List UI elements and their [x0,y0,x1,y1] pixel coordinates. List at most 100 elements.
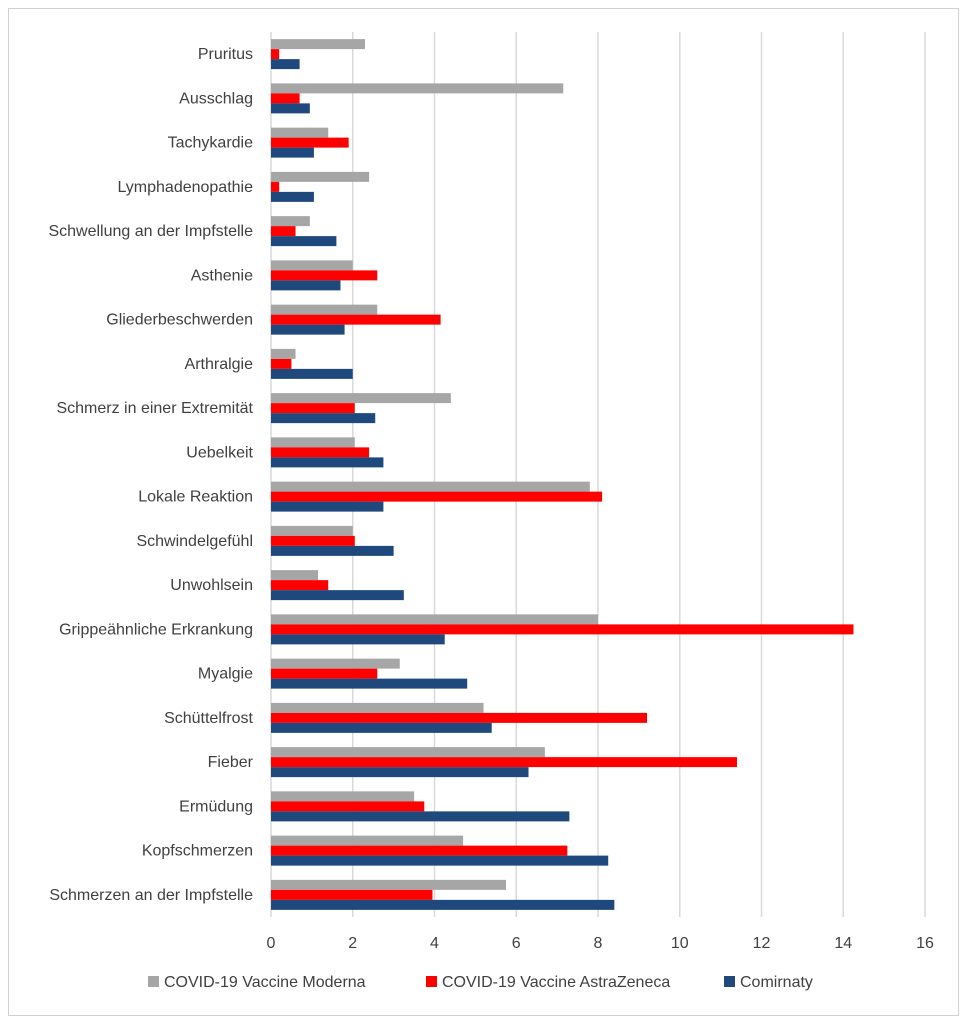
bar-comirnaty-5 [271,280,341,291]
bar-comirnaty-9 [271,457,384,468]
bar-covid-19-vaccine-moderna-14 [271,658,400,669]
bar-covid-19-vaccine-moderna-3 [271,171,370,182]
bar-comirnaty-6 [271,324,345,335]
bar-covid-19-vaccine-moderna-9 [271,437,355,448]
category-label: Fieber [208,754,254,771]
bar-covid-19-vaccine-astrazeneca-11 [271,535,355,546]
bar-covid-19-vaccine-astrazeneca-19 [271,889,433,900]
category-label: Schmerzen an der Impfstelle [49,887,253,904]
bar-covid-19-vaccine-moderna-12 [271,570,319,581]
category-label: Schmerz in einer Extremität [56,400,253,417]
x-tick-label: 0 [267,935,276,952]
category-label: Ermüdung [179,798,253,815]
category-label: Schwindelgefühl [136,533,253,550]
bar-covid-19-vaccine-moderna-13 [271,614,598,625]
category-label: Grippeähnliche Erkrankung [59,621,253,638]
legend: COVID-19 Vaccine Moderna COVID-19 Vaccine… [148,974,813,991]
bar-comirnaty-8 [271,413,376,424]
category-label: Unwohlsein [170,577,253,594]
x-tick-label: 4 [430,935,439,952]
bars [271,39,854,910]
bar-covid-19-vaccine-moderna-1 [271,83,564,94]
legend-label: Comirnaty [740,974,813,991]
bar-covid-19-vaccine-astrazeneca-17 [271,801,425,812]
bar-covid-19-vaccine-moderna-16 [271,747,545,758]
bar-covid-19-vaccine-astrazeneca-5 [271,270,378,281]
bar-covid-19-vaccine-moderna-5 [271,260,353,271]
bar-covid-19-vaccine-moderna-6 [271,304,378,315]
bar-comirnaty-10 [271,501,384,512]
bar-comirnaty-16 [271,767,529,778]
category-label: Lokale Reaktion [138,489,253,506]
bar-covid-19-vaccine-astrazeneca-4 [271,226,296,237]
bar-covid-19-vaccine-moderna-15 [271,702,484,713]
bar-covid-19-vaccine-astrazeneca-14 [271,668,378,679]
bar-covid-19-vaccine-moderna-18 [271,835,464,846]
x-tick-label: 16 [916,935,934,952]
bar-covid-19-vaccine-astrazeneca-3 [271,181,280,192]
x-tick-label: 12 [753,935,771,952]
legend-label: COVID-19 Vaccine AstraZeneca [442,974,670,991]
category-label: Schwellung an der Impfstelle [48,223,253,240]
bar-covid-19-vaccine-astrazeneca-2 [271,137,349,148]
bar-covid-19-vaccine-moderna-4 [271,216,310,227]
bar-comirnaty-2 [271,147,314,158]
category-label: Asthenie [191,267,253,284]
category-label: Kopfschmerzen [142,843,253,860]
bar-comirnaty-15 [271,722,492,733]
x-tick-label: 10 [671,935,689,952]
x-tick-labels: 0 2 4 6 8 10 12 14 16 [267,935,934,952]
bar-covid-19-vaccine-astrazeneca-8 [271,403,355,414]
x-tick-label: 8 [594,935,603,952]
category-label: Arthralgie [185,356,254,373]
category-label: Lymphadenopathie [117,179,253,196]
bar-comirnaty-7 [271,368,353,379]
bar-covid-19-vaccine-moderna-10 [271,481,590,492]
category-label: Tachykardie [168,135,253,152]
legend-label: COVID-19 Vaccine Moderna [164,974,366,991]
category-label: Myalgie [198,666,253,683]
bar-covid-19-vaccine-astrazeneca-18 [271,845,568,856]
bar-covid-19-vaccine-moderna-19 [271,879,507,890]
bar-covid-19-vaccine-moderna-0 [271,39,366,50]
category-label: Pruritus [198,46,253,63]
bar-comirnaty-12 [271,590,404,601]
bar-covid-19-vaccine-astrazeneca-9 [271,447,370,458]
bar-covid-19-vaccine-astrazeneca-0 [271,49,280,60]
x-tick-label: 6 [512,935,521,952]
bar-comirnaty-14 [271,678,468,689]
category-label: Ausschlag [179,90,253,107]
gridlines [270,32,926,917]
category-label: Schüttelfrost [164,710,253,727]
bar-comirnaty-11 [271,545,394,556]
bar-covid-19-vaccine-astrazeneca-16 [271,757,737,768]
bar-covid-19-vaccine-astrazeneca-15 [271,712,648,723]
bar-covid-19-vaccine-moderna-11 [271,525,353,536]
x-tick-label: 2 [348,935,357,952]
bar-covid-19-vaccine-moderna-17 [271,791,415,802]
bar-covid-19-vaccine-moderna-2 [271,127,329,138]
bar-covid-19-vaccine-astrazeneca-6 [271,314,441,325]
bar-covid-19-vaccine-astrazeneca-10 [271,491,603,502]
bar-comirnaty-3 [271,191,314,202]
bar-covid-19-vaccine-astrazeneca-7 [271,358,292,369]
legend-swatch [426,976,437,987]
bar-covid-19-vaccine-moderna-7 [271,348,296,359]
bar-comirnaty-4 [271,236,337,247]
category-label: Gliederbeschwerden [106,312,253,329]
bar-comirnaty-19 [271,899,615,910]
bar-comirnaty-1 [271,103,310,114]
x-tick-label: 14 [834,935,852,952]
category-label: Uebelkeit [186,444,253,461]
bar-covid-19-vaccine-astrazeneca-13 [271,624,854,635]
bar-comirnaty-18 [271,855,609,866]
category-labels: Pruritus Ausschlag Tachykardie Lymphadenopa… [48,46,253,904]
bar-comirnaty-0 [271,59,300,70]
bar-covid-19-vaccine-astrazeneca-1 [271,93,300,104]
bar-comirnaty-17 [271,811,570,822]
legend-swatch [724,976,735,987]
bar-comirnaty-13 [271,634,445,645]
bar-covid-19-vaccine-astrazeneca-12 [271,580,329,591]
legend-swatch [148,976,159,987]
